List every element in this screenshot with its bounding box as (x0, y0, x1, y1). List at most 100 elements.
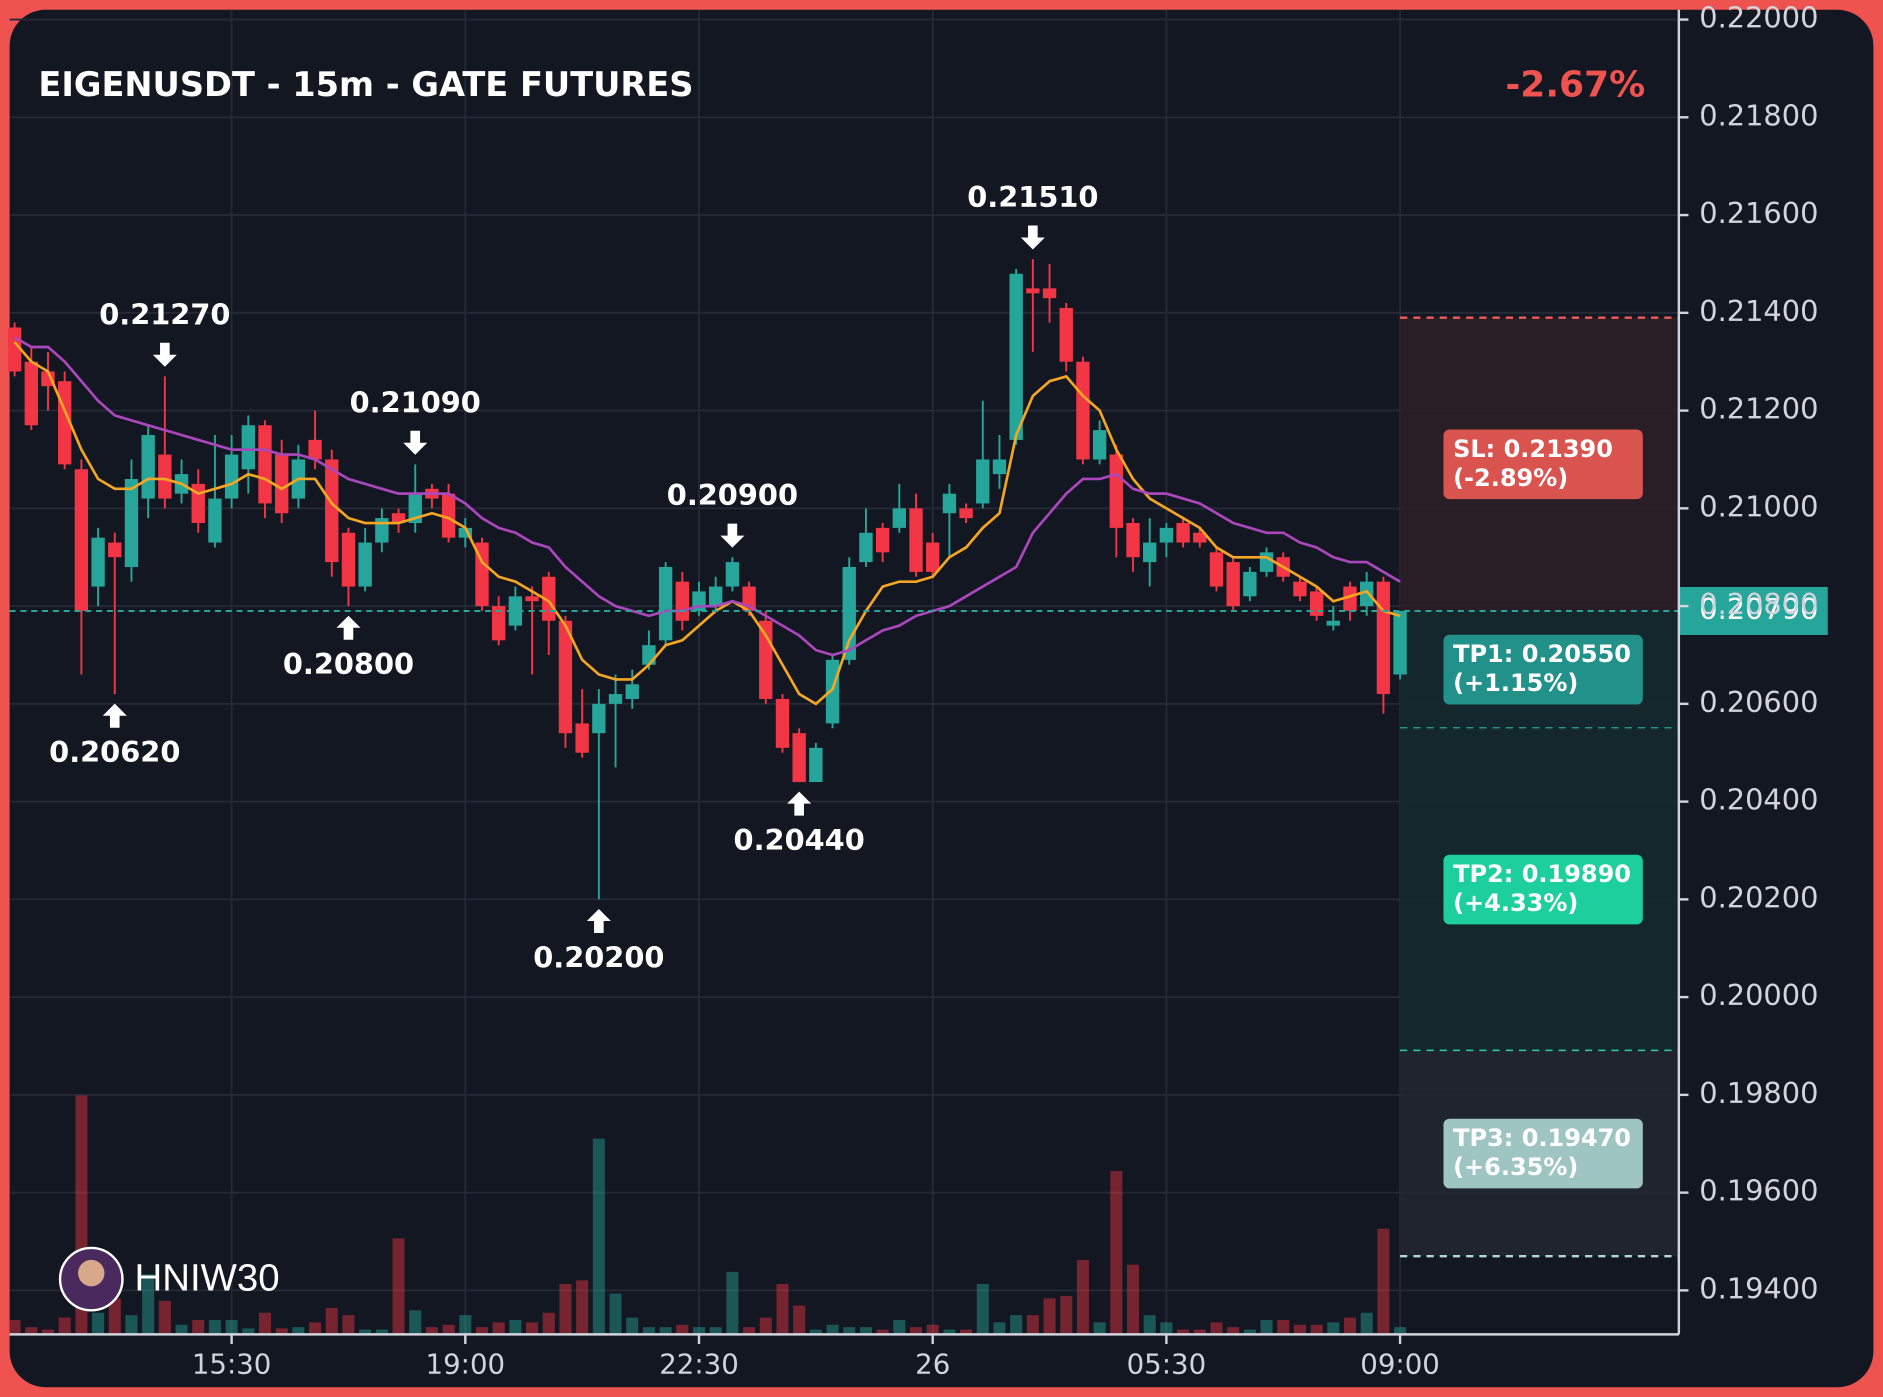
candle-body (625, 684, 639, 699)
y-tick-label: 0.20800 (1699, 587, 1818, 621)
candle-body (642, 645, 656, 665)
volume-bar (976, 1283, 989, 1335)
volume-bar (1076, 1259, 1089, 1335)
volume-bar (743, 1327, 756, 1335)
peak-label: 0.21090 (350, 385, 481, 419)
volume-bar (409, 1310, 422, 1335)
peak-arrow (720, 523, 745, 548)
candle-body (1042, 288, 1057, 299)
volume-bar (1227, 1327, 1240, 1335)
candle-body (475, 542, 489, 607)
chart-title: EIGENUSDT - 15m - GATE FUTURES (38, 65, 693, 104)
volume-bar (41, 1329, 55, 1335)
volume-bar (709, 1327, 722, 1335)
volume-bar (292, 1327, 305, 1335)
avatar-face (78, 1259, 105, 1287)
candle-body (658, 566, 673, 641)
candle-body (875, 527, 890, 553)
candle-body (408, 493, 422, 524)
volume-bar (475, 1327, 489, 1335)
volume-bar (909, 1327, 923, 1335)
volume-bar (576, 1280, 589, 1335)
candle-body (24, 361, 38, 426)
candle-body (725, 562, 740, 587)
volume-bar (1110, 1171, 1123, 1335)
volume-bar (1343, 1317, 1357, 1335)
candle-body (158, 454, 172, 499)
volume-bar (793, 1305, 806, 1335)
trough-arrow (787, 791, 812, 816)
candle-body (91, 537, 105, 587)
volume-bar (726, 1271, 739, 1335)
volume-bar (1060, 1295, 1073, 1335)
volume-bar (876, 1329, 889, 1335)
volume-bar (826, 1324, 839, 1335)
volume-bar (1327, 1322, 1340, 1335)
x-tick-label: 09:00 (1360, 1348, 1440, 1381)
x-tick-label: 15:30 (192, 1348, 272, 1381)
candle-body (709, 586, 723, 607)
candle-body (458, 527, 472, 538)
candle-body (341, 532, 356, 587)
volume-bar (759, 1317, 772, 1335)
candle-body (508, 596, 523, 626)
last-price-label: 0.20790 (1699, 592, 1818, 626)
candle-body (258, 425, 272, 504)
candle-body (358, 542, 372, 587)
volume-bar (208, 1319, 221, 1335)
y-tick-label: 0.19600 (1699, 1174, 1818, 1208)
volume-bar (1210, 1322, 1223, 1335)
level-label: TP2: 0.19890 (1453, 860, 1631, 888)
volume-bar (776, 1283, 789, 1335)
trough-label: 0.20800 (283, 647, 414, 681)
candle-body (1376, 581, 1391, 695)
candle-body (241, 425, 255, 470)
candle-body (575, 723, 589, 753)
volume-bar (609, 1293, 622, 1335)
volume-bar (542, 1312, 555, 1335)
volume-bar (960, 1329, 973, 1335)
volume-bar (1143, 1315, 1156, 1335)
axes: 0.22000 0.21800 0.21600 0.21400 0.21200 0.210… (9, 1, 1818, 1381)
y-tick-label: 0.21200 (1699, 392, 1818, 426)
candle-body (141, 435, 155, 499)
level-badge (1443, 1118, 1643, 1189)
volume-bar (1160, 1322, 1173, 1335)
moving-average (13, 336, 1401, 657)
candle-body (1159, 527, 1174, 543)
volume-bar (509, 1319, 522, 1335)
volume-bar (642, 1327, 655, 1335)
candle-body (592, 703, 606, 734)
volume-bar (225, 1319, 238, 1335)
candle-body (1109, 454, 1123, 528)
candle-body (1226, 562, 1240, 607)
volume-bar (242, 1328, 255, 1335)
volume-bar (192, 1319, 205, 1335)
candle-body (892, 508, 906, 528)
candle-body (224, 454, 239, 499)
x-tick-label: 19:00 (426, 1348, 506, 1381)
trough-label: 0.20200 (533, 940, 664, 974)
candle-body (992, 459, 1007, 475)
volume-bar (175, 1324, 188, 1335)
volume-bar (926, 1324, 939, 1335)
y-tick-label: 0.20200 (1699, 880, 1818, 914)
y-tick-label: 0.21600 (1699, 196, 1818, 230)
candle-body (1059, 307, 1073, 362)
candle-body (942, 493, 957, 514)
candle-body (926, 542, 940, 572)
level-change: (-2.89%) (1453, 464, 1568, 492)
volume-bar (1377, 1228, 1390, 1335)
level-label: TP1: 0.20550 (1453, 640, 1631, 668)
volume-bar (626, 1317, 639, 1335)
candle-body (492, 606, 506, 641)
candle-body (542, 576, 556, 621)
volume-bar (325, 1307, 338, 1335)
y-tick-label: 0.22000 (1699, 1, 1818, 35)
candle-body (809, 747, 823, 783)
volume-bar (1043, 1298, 1056, 1335)
moving-average (13, 341, 1401, 706)
candle-body (1343, 586, 1357, 611)
